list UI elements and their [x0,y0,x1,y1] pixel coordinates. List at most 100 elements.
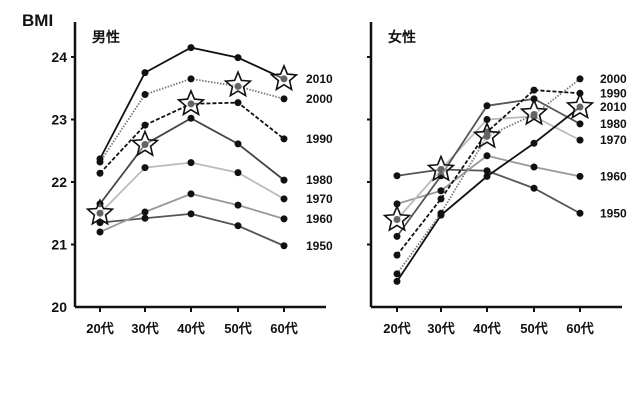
data-point [437,195,445,203]
data-point [483,172,491,180]
series-line [396,154,581,205]
y-tick-label: 22 [51,174,67,190]
series-1960 [96,190,288,236]
data-point [437,187,445,195]
data-point [393,232,401,240]
data-point [234,169,242,177]
data-point [141,214,149,222]
data-point [483,167,491,175]
data-point [280,75,288,83]
cohort-star-marker [269,63,299,92]
data-point [234,54,242,62]
series-1990 [96,99,288,177]
y-tick-label: 23 [51,112,67,128]
cohort-star-marker [565,91,595,120]
data-point [483,152,491,160]
panel-male: 20 21 22 23 24 20代 30代 40代 50代 60代 2010 2000 1990 198… [51,22,333,336]
series-line [99,212,285,247]
data-point [483,132,491,140]
series-2000 [96,75,288,166]
cohort-star-marker [223,69,253,98]
data-point [437,209,445,217]
x-tick-label: 20代 [383,321,410,336]
y-tick-label: 21 [51,237,67,253]
data-point [187,159,195,167]
data-point [576,172,584,180]
data-point [530,86,538,94]
data-point [234,140,242,148]
x-tick-label: 30代 [427,321,454,336]
series-label: 2000 [600,72,627,86]
series-label: 1950 [306,239,333,253]
data-point [187,75,195,83]
series-2000 [393,75,584,278]
series-2010 [393,103,584,285]
x-tick-label: 60代 [566,321,593,336]
data-point [530,163,538,171]
data-point [393,172,401,180]
series-label: 1960 [600,169,627,183]
data-point [280,195,288,203]
series-label: 1970 [306,192,333,206]
data-point [280,135,288,143]
series-1980 [393,95,584,240]
data-point [280,242,288,250]
series-label: 1980 [600,117,627,131]
data-point [96,209,104,217]
data-point [530,184,538,192]
data-point [437,166,445,173]
y-tick-label: 24 [51,49,67,65]
data-point [576,209,584,217]
data-point [576,120,584,128]
data-point [141,208,149,216]
x-tick-label: 30代 [131,321,158,336]
series-label: 2000 [306,92,333,106]
data-point [96,228,104,236]
data-point [96,169,104,177]
x-tick-label: 40代 [177,321,204,336]
data-point [96,155,104,163]
series-label: 1990 [306,132,333,146]
data-point [393,216,401,223]
data-point [576,136,584,144]
series-label: 1980 [306,173,333,187]
series-label: 1960 [306,212,333,226]
data-point [393,270,401,278]
data-point [393,251,401,259]
data-point [187,44,195,52]
data-point [393,200,401,208]
cohort-star-marker [85,198,115,226]
data-point [187,114,195,122]
series-2010 [96,44,288,163]
panel-title-female: 女性 [388,29,416,45]
cohort-star-marker [426,154,456,182]
data-point [187,100,195,108]
series-line [99,161,285,214]
data-point [187,210,195,218]
x-tick-label: 40代 [473,321,500,336]
data-point [234,82,242,90]
data-point [483,102,491,110]
data-point [234,201,242,209]
series-label: 2010 [306,72,333,86]
x-tick-label: 60代 [270,321,297,336]
data-point [141,164,149,172]
cohort-star-marker [130,129,160,157]
data-point [530,139,538,147]
data-point [234,99,242,107]
data-point [141,121,149,129]
series-label: 1950 [600,206,627,220]
series-1950 [96,210,288,250]
x-tick-label: 50代 [224,321,251,336]
x-tick-label: 50代 [520,321,547,336]
data-point [280,176,288,184]
panel-title-male: 男性 [92,29,120,45]
series-1970 [96,159,288,217]
y-axis-label: BMI [22,11,53,30]
data-point [393,277,401,285]
data-point [141,69,149,77]
data-point [576,103,584,111]
